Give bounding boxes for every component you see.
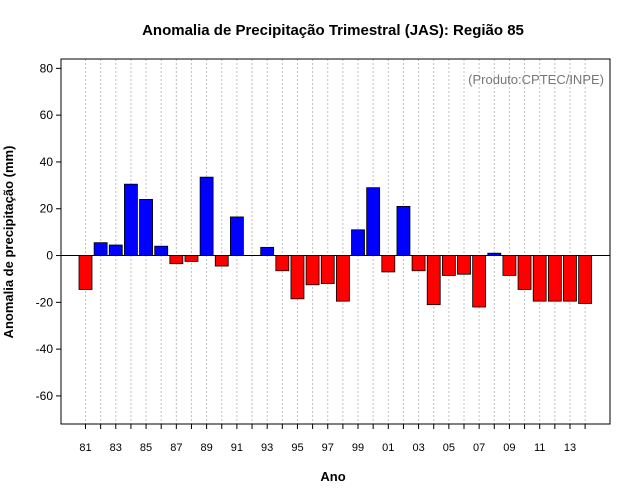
y-tick-label: 40 — [40, 155, 54, 169]
bar-06 — [457, 255, 471, 275]
bar-13 — [563, 255, 577, 302]
y-tick-label: 80 — [40, 61, 54, 75]
x-tick-label: 95 — [291, 442, 303, 454]
bar-82 — [93, 242, 108, 256]
bar-95 — [290, 255, 305, 300]
bar-00 — [366, 187, 381, 256]
bar-12 — [547, 255, 562, 302]
x-tick-label: 11 — [534, 442, 545, 454]
bar-11 — [532, 255, 547, 302]
bar-07 — [472, 255, 487, 308]
bar-04 — [426, 255, 441, 306]
x-tick-label: 87 — [170, 442, 182, 454]
bar-03 — [411, 255, 426, 272]
bar-84 — [124, 183, 138, 256]
x-tick-label: 01 — [382, 442, 394, 454]
y-axis-label: Anomalia de precipitação (mm) — [1, 146, 16, 339]
bar-05 — [441, 255, 456, 276]
chart-title: Anomalia de Precipitação Trimestral (JAS… — [142, 22, 524, 39]
bar-81 — [78, 255, 93, 290]
bar-98 — [335, 255, 350, 302]
x-axis: 81 83 85 87 89 91 93 95 97 99 01 03 05 07 09 11 13 — [79, 424, 586, 454]
x-tick-label: 09 — [503, 442, 515, 454]
bar-87 — [169, 255, 184, 265]
plot-frame — [60, 58, 611, 425]
x-axis-label: Ano — [320, 469, 345, 484]
bar-09 — [502, 255, 517, 276]
bar-89 — [199, 176, 214, 256]
y-tick-label: 60 — [40, 108, 54, 122]
grid-lines — [85, 59, 586, 424]
x-tick-label: 07 — [473, 442, 485, 454]
x-tick-label: 89 — [200, 442, 212, 454]
x-tick-label: 13 — [564, 442, 576, 454]
bar-85 — [139, 198, 153, 256]
y-tick-label: -40 — [36, 342, 54, 356]
x-tick-label: 91 — [231, 442, 243, 454]
y-axis: -60 -40 -20 0 20 40 60 80 — [36, 61, 61, 403]
bar-93 — [260, 246, 275, 256]
x-tick-label: 05 — [443, 442, 455, 454]
y-tick-label: -20 — [36, 295, 54, 309]
x-tick-label: 81 — [79, 442, 91, 454]
x-tick-label: 93 — [261, 442, 273, 454]
bar-94 — [275, 255, 290, 272]
y-tick-label: 20 — [40, 202, 54, 216]
x-tick-label: 03 — [412, 442, 424, 454]
x-tick-label: 83 — [110, 442, 122, 454]
x-tick-label: 85 — [140, 442, 152, 454]
bar-01 — [381, 255, 396, 273]
bar-83 — [108, 244, 123, 256]
bar-02 — [396, 206, 411, 256]
bar-86 — [154, 245, 169, 256]
x-tick-label: 99 — [352, 442, 364, 454]
bar-88 — [184, 255, 199, 262]
bar-10 — [517, 255, 532, 290]
y-tick-label: 0 — [46, 249, 53, 263]
bar-97 — [320, 255, 335, 285]
y-tick-label: -60 — [36, 389, 54, 403]
bars — [78, 176, 593, 308]
bar-96 — [305, 255, 320, 286]
bar-90 — [214, 255, 229, 267]
bar-14 — [578, 255, 593, 304]
x-tick-label: 97 — [322, 442, 334, 454]
bar-91 — [229, 216, 244, 256]
bar-99 — [351, 229, 365, 256]
source-annotation: (Produto:CPTEC/INPE) — [468, 72, 604, 87]
